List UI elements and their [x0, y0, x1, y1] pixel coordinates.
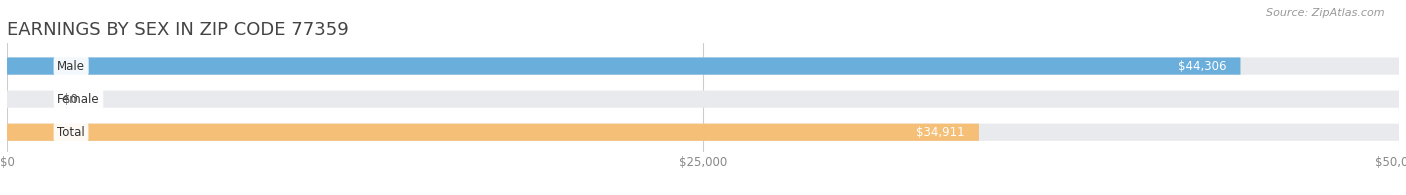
Text: Source: ZipAtlas.com: Source: ZipAtlas.com: [1267, 8, 1385, 18]
FancyBboxPatch shape: [7, 90, 1399, 108]
Text: $44,306: $44,306: [1178, 59, 1226, 73]
Text: $0: $0: [63, 93, 77, 106]
FancyBboxPatch shape: [7, 124, 979, 141]
FancyBboxPatch shape: [7, 58, 1240, 75]
Text: $34,911: $34,911: [917, 126, 965, 139]
FancyBboxPatch shape: [7, 124, 1399, 141]
Text: Female: Female: [58, 93, 100, 106]
FancyBboxPatch shape: [7, 58, 1399, 75]
Text: Total: Total: [58, 126, 84, 139]
Text: Male: Male: [58, 59, 86, 73]
Text: EARNINGS BY SEX IN ZIP CODE 77359: EARNINGS BY SEX IN ZIP CODE 77359: [7, 20, 349, 39]
